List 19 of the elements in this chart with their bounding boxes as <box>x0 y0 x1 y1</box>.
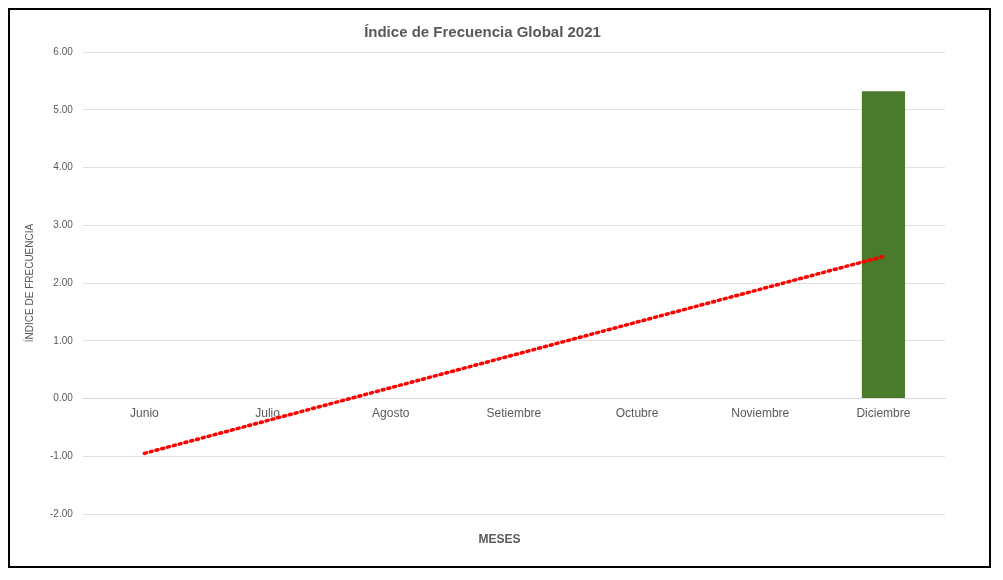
x-tick-label: Julio <box>255 406 281 421</box>
chart-title: Índice de Frecuencia Global 2021 <box>364 23 601 41</box>
y-tick-label: -2.00 <box>50 507 74 519</box>
x-tick-label: Setiembre <box>486 406 542 421</box>
y-axis-title: ÍNDICE DE FRECUENCIA <box>22 223 35 343</box>
y-tick-label: 4.00 <box>53 161 74 173</box>
y-tick-label: -1.00 <box>50 450 74 461</box>
y-tick-label: 2.00 <box>53 276 74 288</box>
x-tick-label: Agosto <box>372 406 410 421</box>
y-tick-label: 5.00 <box>53 103 74 115</box>
x-tick-label: Octubre <box>615 406 659 421</box>
x-tick-label: Noviembre <box>731 406 790 421</box>
y-tick-label: 0.00 <box>53 392 74 404</box>
x-axis-title: MESES <box>477 532 522 546</box>
x-tick-label: Diciembre <box>856 406 911 421</box>
y-tick-label: 6.00 <box>53 45 74 57</box>
y-tick-label: 3.00 <box>53 219 74 230</box>
y-tick-label: 1.00 <box>53 334 74 346</box>
x-tick-label: Junio <box>130 406 160 421</box>
